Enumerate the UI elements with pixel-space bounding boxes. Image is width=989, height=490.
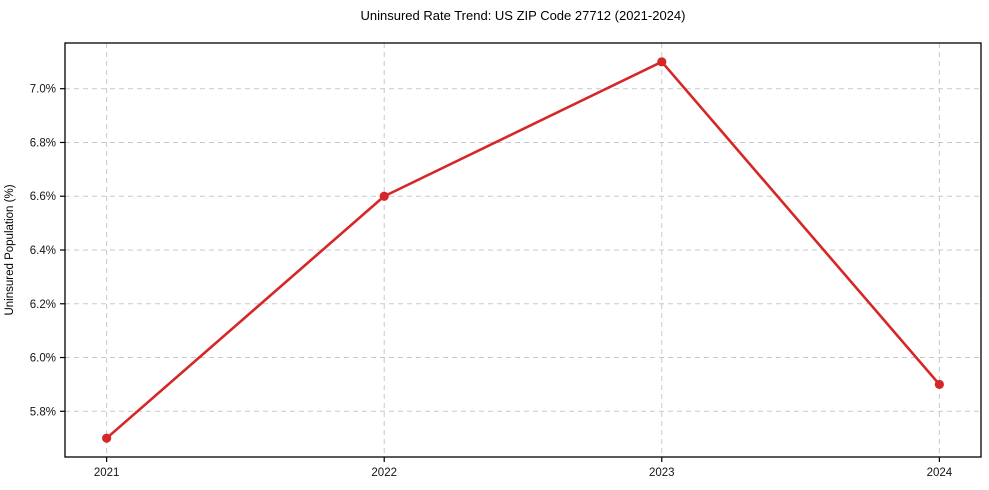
x-tick-label: 2023: [649, 467, 675, 479]
data-point-marker: [379, 191, 389, 201]
x-tick-label: 2024: [927, 467, 953, 479]
x-tick-label: 2022: [371, 467, 397, 479]
y-tick-label: 6.6%: [30, 191, 56, 203]
y-tick-label: 6.0%: [30, 353, 56, 365]
y-tick-label: 6.4%: [30, 245, 56, 257]
data-point-marker: [657, 57, 667, 67]
y-tick-label: 6.8%: [30, 137, 56, 149]
data-point-marker: [934, 379, 944, 390]
y-tick-label: 7.0%: [30, 84, 56, 96]
y-tick-label: 6.2%: [30, 299, 56, 311]
axes-background: [65, 43, 981, 457]
data-line: [105, 60, 941, 440]
x-tick-label: 2021: [94, 467, 120, 479]
data-point-marker: [102, 433, 112, 443]
y-tick-label: 5.8%: [30, 406, 56, 418]
chart-title: Uninsured Rate Trend: US ZIP Code 27712 …: [360, 8, 686, 23]
